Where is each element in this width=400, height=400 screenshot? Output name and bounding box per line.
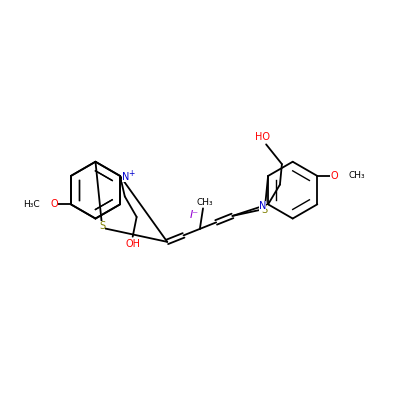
Text: S: S — [99, 221, 105, 231]
Text: N: N — [122, 172, 129, 182]
Text: H₃C: H₃C — [23, 200, 39, 209]
Text: CH₃: CH₃ — [349, 172, 366, 180]
Text: S: S — [262, 206, 268, 216]
Text: I⁻: I⁻ — [190, 210, 199, 220]
Text: +: + — [128, 169, 134, 178]
Text: HO: HO — [256, 132, 270, 142]
Text: OH: OH — [125, 239, 140, 249]
Text: O: O — [50, 199, 58, 209]
Text: CH₃: CH₃ — [197, 198, 213, 206]
Text: N: N — [259, 200, 266, 210]
Text: O: O — [330, 171, 338, 181]
